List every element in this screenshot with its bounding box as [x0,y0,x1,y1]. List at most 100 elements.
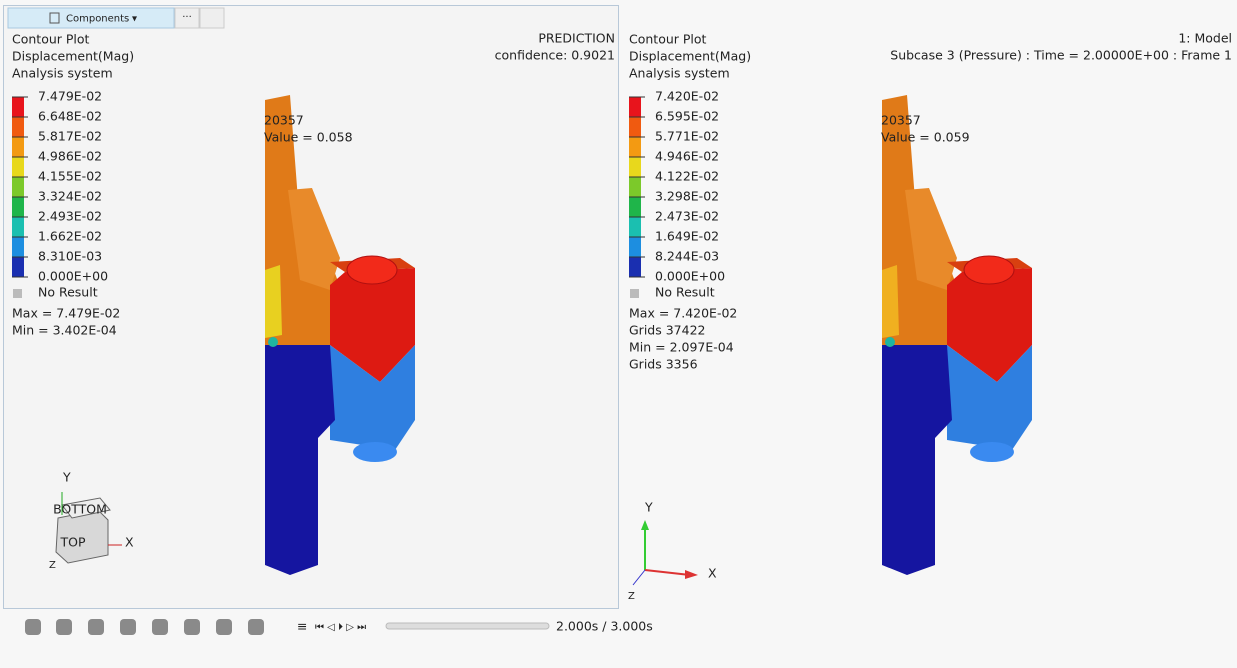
legend-band [12,97,24,117]
legend-band [12,117,24,137]
legend-label: 2.473E-02 [655,209,719,224]
menu-icon[interactable]: ≡ [297,619,307,634]
legend-band [629,217,641,237]
more-label[interactable]: ··· [182,12,192,23]
axis-label: X [125,535,134,550]
legend-label: 6.595E-02 [655,109,719,124]
icon-shape [248,619,264,635]
icon-shape [216,619,232,635]
model-block [330,268,415,382]
stat-line: Min = 2.097E-04 [629,340,734,355]
cube-label: BOTTOM [53,502,107,517]
legend-label: 2.493E-02 [38,209,102,224]
axis-label: X [708,566,717,581]
legend-label: 5.817E-02 [38,129,102,144]
legend-band [629,257,641,277]
legend-label: 8.310E-03 [38,249,102,264]
cube-label: TOP [59,535,85,550]
icon-shape [184,619,200,635]
model-arm [905,188,957,290]
icon-shape [88,619,104,635]
legend-label: 0.000E+00 [655,269,725,284]
model-lower-block [947,345,1032,450]
model-node [268,337,278,347]
model-boss [963,255,1015,285]
panel-header: 1: Model [1178,31,1232,46]
legend-label: 1.649E-02 [655,229,719,244]
panel-title: Contour Plot [12,32,90,47]
model-lower-column [265,345,335,575]
legend-band [629,137,641,157]
axis-label: Y [62,470,71,485]
stat-line: Max = 7.479E-02 [12,306,120,321]
toolbar-icons [25,619,264,635]
legend-label: 7.479E-02 [38,89,102,104]
legend-label: 4.155E-02 [38,169,102,184]
no-result-swatch [630,289,639,298]
model-yellow-patch [882,265,899,338]
panel-title: Displacement(Mag) [12,49,134,64]
legend-label: 4.946E-02 [655,149,719,164]
legend-band [12,257,24,277]
toolbar-icon[interactable] [184,619,200,635]
time-slider[interactable] [385,622,550,630]
axis-label: Y [644,500,653,515]
legend-label: 6.648E-02 [38,109,102,124]
legend-band [12,217,24,237]
probe-label: Value = 0.058 [264,130,353,145]
model-block [947,268,1032,382]
toolbar-icon[interactable] [56,619,72,635]
tab-label[interactable]: Components [66,14,129,25]
toolbar-icon[interactable] [25,619,41,635]
legend-label: 5.771E-02 [655,129,719,144]
toolbar-icon[interactable] [152,619,168,635]
legend-label: 8.244E-03 [655,249,719,264]
legend-band [12,237,24,257]
panel-title: Contour Plot [629,32,707,47]
legend-band [629,197,641,217]
legend-label: 4.122E-02 [655,169,719,184]
legend-band [629,97,641,117]
pin-button[interactable] [199,7,225,29]
legend-band [12,197,24,217]
toolbar-icon[interactable] [216,619,232,635]
axis-label: Z [628,591,635,602]
legend-band [629,177,641,197]
model-node [885,337,895,347]
probe-label: 20357 [264,113,304,128]
panel-title: Analysis system [629,66,730,81]
model-arm [288,188,340,290]
no-result-swatch [13,289,22,298]
stat-line: Grids 3356 [629,357,698,372]
toolbar-icon[interactable] [88,619,104,635]
tab-arrow[interactable]: ▾ [132,14,137,25]
legend-label: 1.662E-02 [38,229,102,244]
model-lower-boss [353,442,397,462]
playback-bar [0,610,1237,646]
icon-shape [56,619,72,635]
model-lower-boss [970,442,1014,462]
legend-label: 3.298E-02 [655,189,719,204]
transport-controls[interactable]: ⏮ ◁ ⏵ ▷ ⏭ [315,622,366,633]
legend-label: 0.000E+00 [38,269,108,284]
probe-label: 20357 [881,113,921,128]
panel-header: PREDICTION [538,31,615,46]
cube: BOTTOM TOP [53,492,122,564]
stat-line: Grids 37422 [629,323,705,338]
stat-line: Min = 3.402E-04 [12,323,117,338]
toolbar-icon[interactable] [120,619,136,635]
toolbar-icon[interactable] [248,619,264,635]
panel-header: confidence: 0.9021 [495,48,615,63]
axis-label: Z [49,560,56,571]
no-result-label: No Result [655,285,715,300]
icon-shape [25,619,41,635]
model-yellow-patch [265,265,282,338]
legend-label: 4.986E-02 [38,149,102,164]
time-label: 2.000s / 3.000s [556,619,653,634]
legend-label: 7.420E-02 [655,89,719,104]
icon-shape [120,619,136,635]
legend-label: 3.324E-02 [38,189,102,204]
more-button[interactable] [174,7,200,29]
legend-band [629,157,641,177]
